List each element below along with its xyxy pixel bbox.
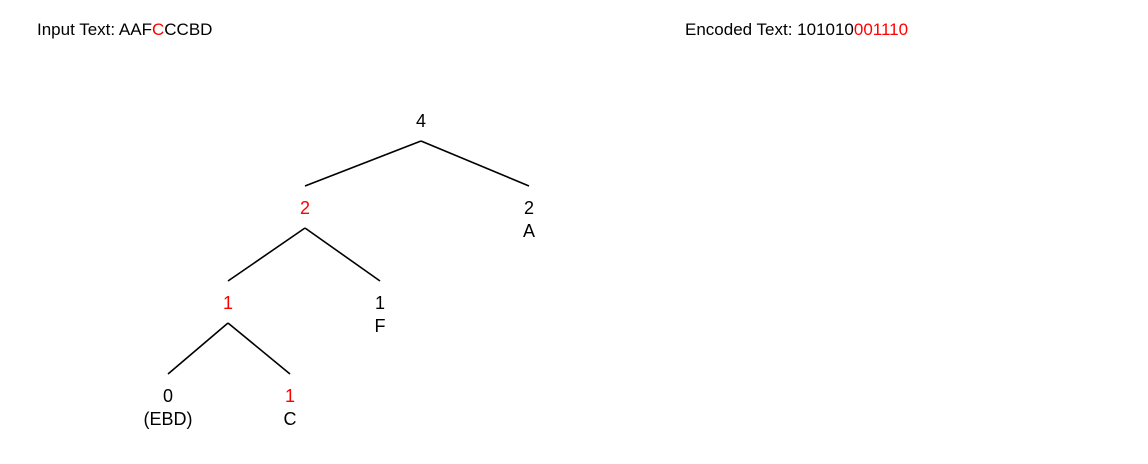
tree-node-n-l: 2: [300, 198, 310, 218]
node-symbol-n-lll: (EBD): [144, 409, 193, 429]
tree-node-n-lll: 0 (EBD): [144, 386, 193, 429]
input-text-label: Input Text:: [37, 20, 119, 39]
tree-node-n-r: 2A: [523, 198, 535, 241]
tree-edge-root-n-l: [304, 140, 422, 187]
input-text-line: Input Text: AAFCCCBD: [37, 18, 212, 42]
node-symbol-n-lr: F: [375, 316, 386, 336]
node-weight-n-lr: 1: [375, 293, 385, 313]
tree-node-n-llr: 1C: [284, 386, 297, 429]
tree-node-root: 4: [416, 111, 426, 131]
node-weight-n-llr: 1: [285, 386, 295, 406]
encoded-text-line: Encoded Text: 101010001110: [685, 18, 908, 42]
tree-node-n-lr: 1F: [375, 293, 386, 336]
encoded-text-plain: 101010: [797, 20, 854, 39]
node-weight-n-ll: 1: [223, 293, 233, 313]
input-text-rest: CCBD: [164, 20, 213, 39]
node-weight-n-lll: 0: [163, 386, 173, 406]
encoded-text-label: Encoded Text:: [685, 20, 798, 39]
tree-nodes: 42 2A1 1F0(EBD)1C: [144, 111, 536, 429]
tree-edges: [167, 140, 530, 375]
input-text-plain: AAF: [118, 20, 152, 39]
input-text-highlight: C: [151, 20, 165, 39]
tree-edge-n-l-n-lr: [304, 227, 381, 282]
node-weight-n-l: 2: [300, 198, 310, 218]
tree-edge-n-ll-n-lll: [167, 322, 229, 375]
tree-edge-root-n-r: [420, 140, 530, 187]
tree-edge-n-ll-n-llr: [227, 322, 291, 375]
node-weight-n-r: 2: [524, 198, 534, 218]
node-weight-root: 4: [416, 111, 426, 131]
node-symbol-n-r: A: [523, 221, 535, 241]
node-symbol-n-llr: C: [284, 409, 297, 429]
tree-edge-n-l-n-ll: [227, 227, 306, 282]
encoded-text-highlight: 001110: [853, 20, 909, 39]
tree-node-n-ll: 1: [223, 293, 233, 313]
